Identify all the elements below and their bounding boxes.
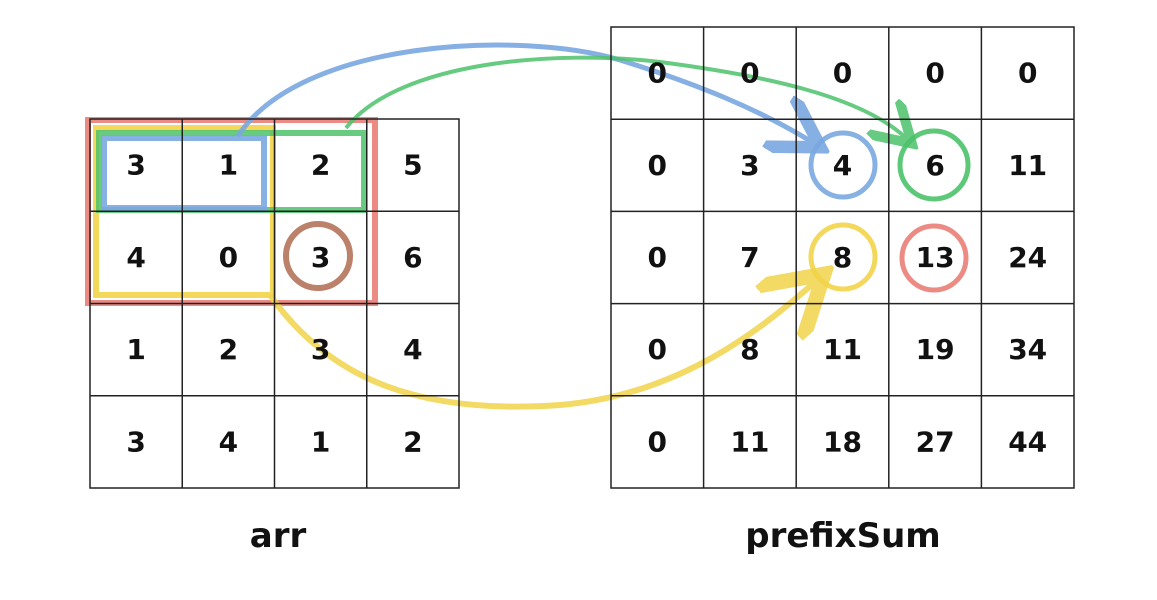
prefix-sum-border <box>610 26 1075 489</box>
arr-cell: 6 <box>403 241 422 274</box>
arr-cell: 4 <box>126 241 145 274</box>
prefix-sum-cell: 0 <box>648 333 667 366</box>
brown-circle <box>283 221 353 291</box>
prefix-sum-cell: 11 <box>1008 149 1047 182</box>
arr-cell: 3 <box>311 333 330 366</box>
prefix-sum-grid: 0 0 0 0 00 3 4 6 110 7 8 13 240 8 11 19 340 11 18 27 44 <box>610 26 1075 489</box>
blue-target-circle <box>808 130 878 200</box>
arr-grid: 3 1 2 5 4 0 3 6 1 2 3 4 3 4 1 2 <box>89 118 460 489</box>
arr-cell: 3 <box>126 149 145 182</box>
prefix-sum-cell: 44 <box>1008 425 1047 458</box>
prefix-sum-cell: 24 <box>1008 241 1047 274</box>
prefix-sum-cell: 6 <box>925 149 944 182</box>
blue-arrow <box>235 42 812 142</box>
arr-cell: 5 <box>403 149 422 182</box>
green-arrow <box>344 55 906 138</box>
arr-cell: 3 <box>311 241 330 274</box>
prefix-sum-cell: 8 <box>740 333 759 366</box>
arr-cell: 3 <box>126 425 145 458</box>
arr-cell: 2 <box>403 425 422 458</box>
arr-cell: 2 <box>219 333 238 366</box>
prefix-sum-cell: 11 <box>730 425 769 458</box>
prefix-sum-cell: 0 <box>648 241 667 274</box>
arr-label: arr <box>250 516 307 556</box>
prefix-sum-cell: 0 <box>648 57 667 90</box>
yellow-target-circle <box>808 222 878 292</box>
red-target-circle <box>899 223 969 293</box>
prefix-sum-cell: 0 <box>648 149 667 182</box>
arr-cell: 2 <box>311 149 330 182</box>
arr-cell: 1 <box>311 425 330 458</box>
prefix-sum-cell: 0 <box>1018 57 1037 90</box>
prefix-sum-cell: 27 <box>916 425 955 458</box>
prefix-sum-cell: 0 <box>833 57 852 90</box>
arr-cell: 0 <box>219 241 238 274</box>
blue-region <box>101 135 267 211</box>
yellow-arrow <box>267 282 815 410</box>
arr-cell: 1 <box>219 149 238 182</box>
arr-cell: 1 <box>126 333 145 366</box>
prefix-sum-cell: 34 <box>1008 333 1047 366</box>
prefix-sum-cell: 3 <box>740 149 759 182</box>
prefix-sum-cell: 0 <box>740 57 759 90</box>
arr-cell: 4 <box>219 425 238 458</box>
arrow-layer <box>235 42 906 410</box>
prefix-sum-cell: 11 <box>823 333 862 366</box>
prefix-sum-label: prefixSum <box>745 516 940 556</box>
green-target-circle <box>897 128 971 202</box>
prefix-sum-cell: 19 <box>916 333 955 366</box>
arr-cell: 4 <box>403 333 422 366</box>
prefix-sum-cell: 0 <box>648 425 667 458</box>
prefix-sum-cell: 7 <box>740 241 759 274</box>
prefix-sum-cell: 13 <box>916 241 955 274</box>
prefix-sum-cell: 8 <box>833 241 852 274</box>
prefix-sum-cell: 18 <box>823 425 862 458</box>
prefix-sum-cell: 4 <box>833 149 852 182</box>
prefix-sum-cell: 0 <box>925 57 944 90</box>
